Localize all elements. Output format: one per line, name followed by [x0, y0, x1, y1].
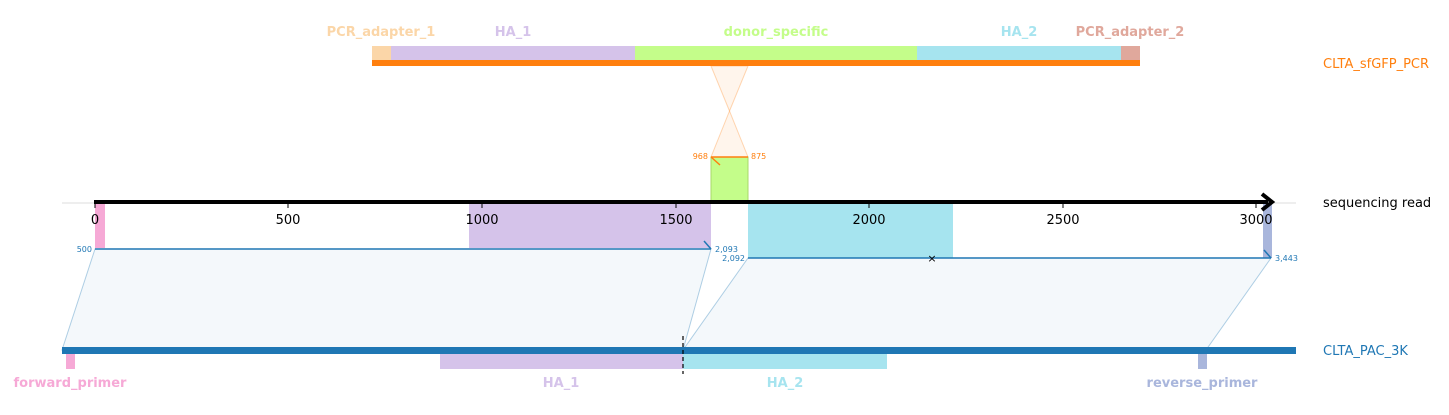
read-feature-reverse-primer — [1263, 204, 1272, 258]
top-feature-pcr-adapter-1 — [372, 46, 391, 61]
read-track-name: sequencing read — [1323, 196, 1431, 211]
connector-cross-lower — [710, 109, 749, 158]
bottom-feature-forward-primer — [66, 353, 75, 369]
alignment-b-shade — [682, 257, 1272, 351]
alignment-b-arrow — [1263, 249, 1272, 259]
top-feature-ha-2 — [917, 46, 1121, 61]
bottom-track-name: CLTA_PAC_3K — [1323, 344, 1408, 359]
axis-tick-label: 3000 — [1239, 213, 1272, 228]
axis-tick-label: 1500 — [659, 213, 692, 228]
connector-cross-upper — [710, 65, 749, 113]
read-axis: 0 500 1000 1500 2000 2500 3000 — [91, 204, 1273, 228]
top-track-line — [372, 60, 1140, 66]
junction-label-left: 968 — [693, 152, 708, 161]
bottom-feature-reverse-primer — [1198, 353, 1207, 369]
bottom-label-forward-primer: forward_primer — [14, 376, 128, 391]
alignment-b-start-label: 2,092 — [722, 254, 745, 263]
read-feature-ha-2 — [748, 204, 953, 258]
top-label-donor-specific: donor_specific — [724, 25, 829, 40]
top-label-pcr-adapter-2: PCR_adapter_2 — [1076, 25, 1185, 40]
axis-tick-label: 1000 — [465, 213, 498, 228]
top-label-ha-1: HA_1 — [495, 25, 532, 40]
top-label-ha-2: HA_2 — [1001, 25, 1038, 40]
read-track: × 500 2,093 2,092 3,443 0 500 1000 1500 … — [61, 192, 1431, 351]
alignment-a-end-label: 2,093 — [715, 245, 738, 254]
junction-arrow — [710, 156, 721, 166]
mismatch-mark: × — [927, 252, 936, 265]
axis-tick-label: 500 — [276, 213, 301, 228]
top-feature-ha-1 — [391, 46, 635, 61]
bottom-track: forward_primer HA_1 HA_2 reverse_primer … — [14, 336, 1408, 391]
read-feature-forward-primer — [95, 204, 105, 248]
bottom-feature-ha-2 — [683, 353, 887, 369]
bottom-track-line — [62, 347, 1296, 354]
read-feature-ha-1 — [469, 204, 711, 248]
read-arrowhead — [1260, 192, 1276, 212]
top-feature-pcr-adapter-2 — [1121, 46, 1140, 61]
alignment-a-shade — [61, 248, 712, 351]
axis-tick-label: 0 — [91, 213, 99, 228]
alignment-b-end-label: 3,443 — [1275, 254, 1298, 263]
top-track-name: CLTA_sfGFP_PCR — [1323, 57, 1429, 72]
bottom-label-ha-2: HA_2 — [767, 376, 804, 391]
junction-label-right: 875 — [751, 152, 766, 161]
top-to-read-connector: 968 875 — [693, 65, 766, 203]
top-label-pcr-adapter-1: PCR_adapter_1 — [327, 25, 436, 40]
alignment-a-arrow — [703, 240, 712, 250]
axis-tick-label: 2000 — [852, 213, 885, 228]
top-track: PCR_adapter_1 HA_1 donor_specific HA_2 P… — [327, 25, 1429, 72]
bottom-label-ha-1: HA_1 — [543, 376, 580, 391]
bottom-label-reverse-primer: reverse_primer — [1147, 376, 1259, 391]
alignment-a-start-label: 500 — [77, 245, 92, 254]
axis-tick-label: 2500 — [1046, 213, 1079, 228]
read-donor-specific-block — [710, 156, 749, 203]
bottom-feature-ha-1 — [440, 353, 683, 369]
top-feature-donor-specific — [635, 46, 917, 61]
